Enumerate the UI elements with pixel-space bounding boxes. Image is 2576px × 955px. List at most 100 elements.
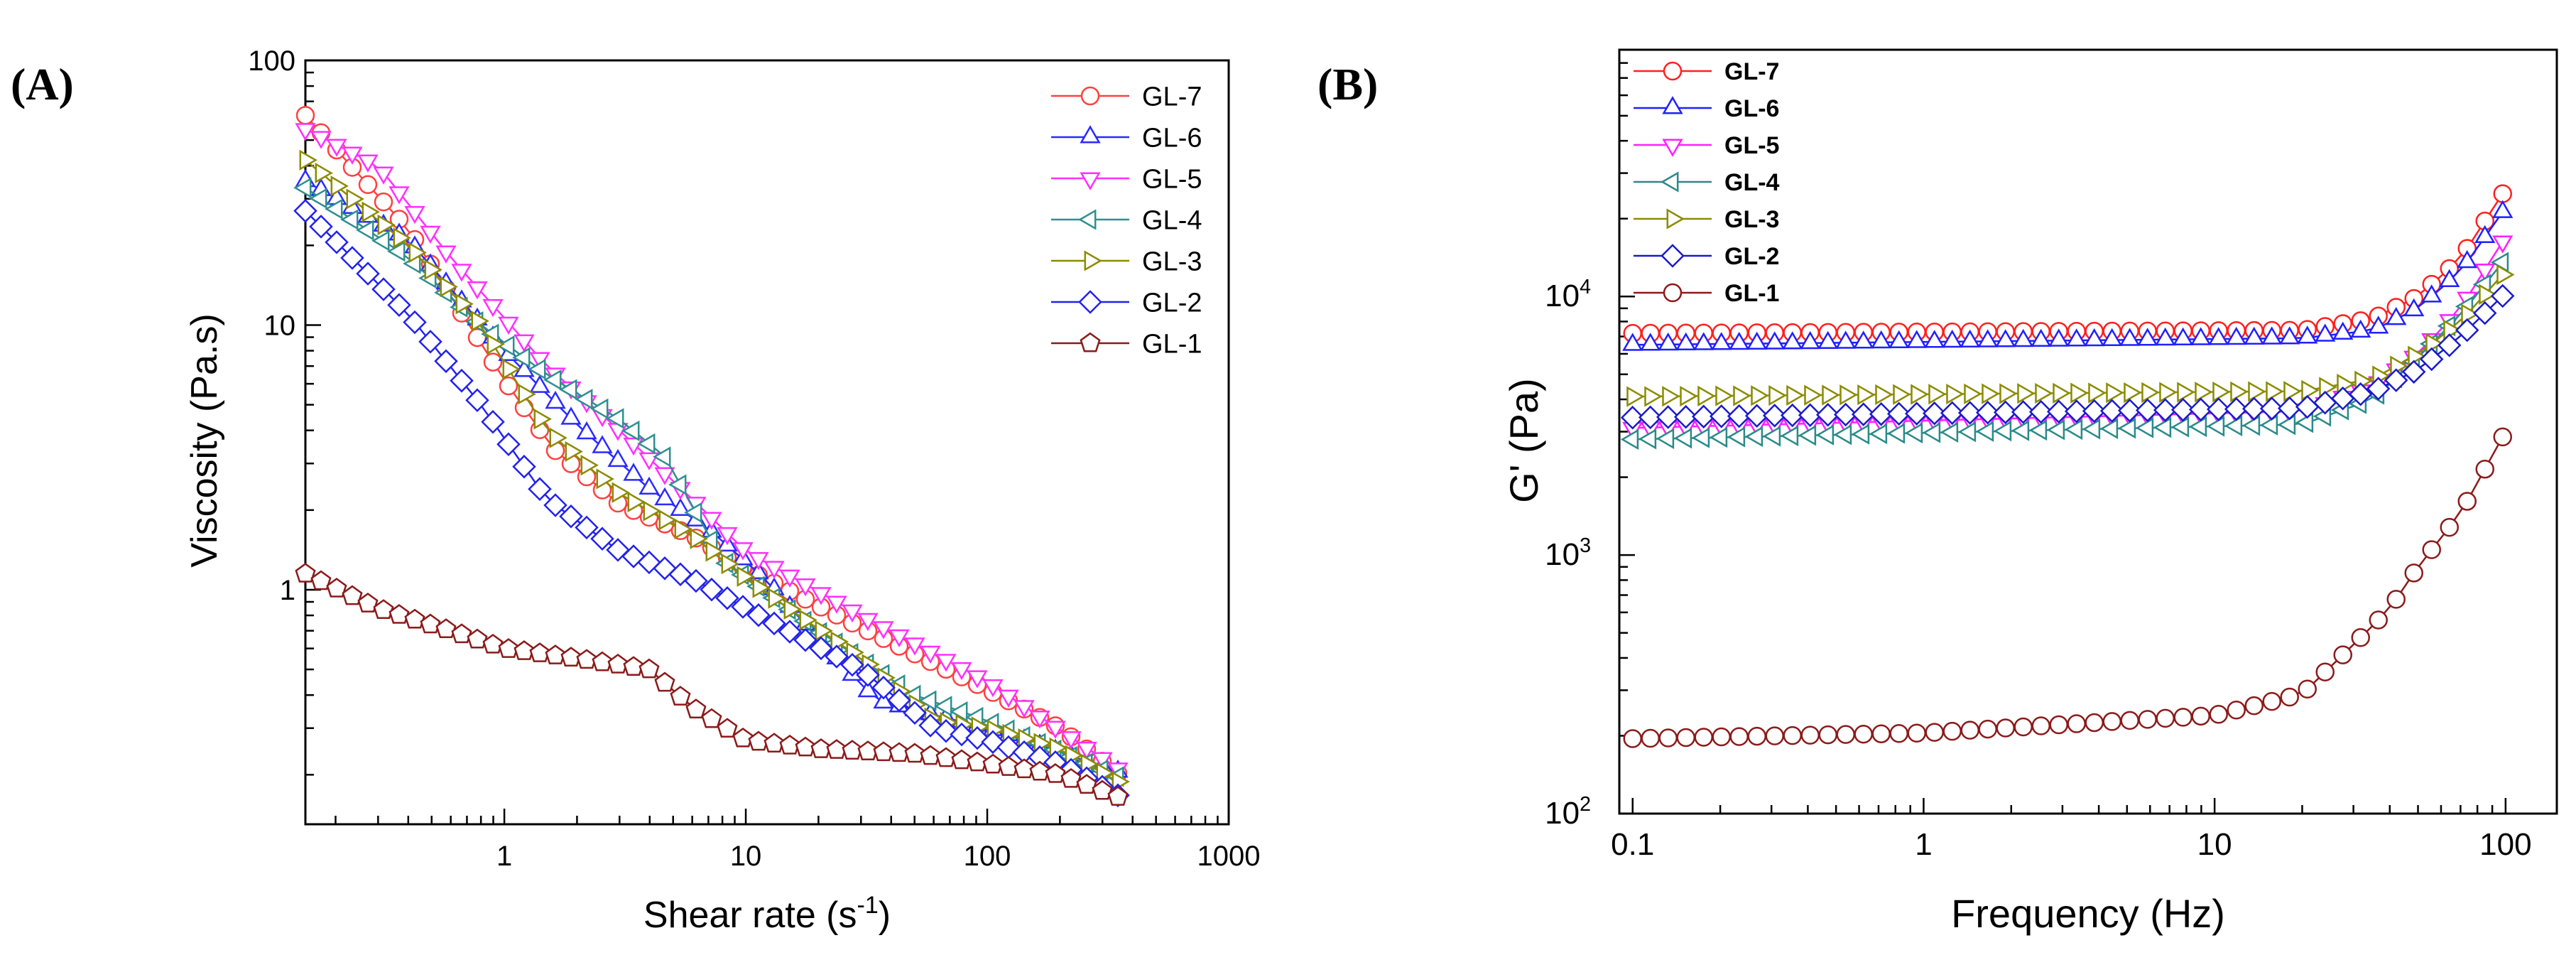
panel-b-data-point — [1620, 405, 1645, 430]
panel-a-data-point — [638, 658, 660, 679]
panel-a-data-point — [612, 482, 630, 503]
panel-b-data-point — [1673, 404, 1698, 429]
panel-b-data-point — [1747, 726, 1766, 746]
panel-a-x-axis-label: Shear rate (s-1) — [643, 892, 891, 936]
panel-a-data-point — [513, 334, 535, 352]
panel-b-x-axis-label: Frequency (Hz) — [1951, 891, 2225, 936]
panel-b-data-point — [2408, 345, 2426, 367]
panel-b-data-point — [1875, 384, 1893, 405]
panel-b-data-point — [2153, 398, 2178, 422]
panel-a-data-point — [451, 623, 472, 644]
panel-b-data-point — [1691, 427, 1710, 448]
panel-a-data-point — [705, 541, 724, 562]
panel-a-legend-label: GL-7 — [1142, 82, 1202, 112]
panel-b-data-point — [2384, 368, 2408, 392]
panel-b-data-point — [2241, 396, 2266, 421]
panel-a-data-point — [388, 186, 410, 205]
panel-a-data-point — [809, 636, 833, 661]
panel-b-data-point — [1925, 723, 1944, 742]
panel-a-data-point — [545, 390, 566, 409]
panel-a-data-point — [342, 146, 363, 165]
panel-a-data-point — [371, 277, 396, 301]
panel-b-data-point — [1815, 424, 1835, 446]
panel-a-data-point — [1076, 741, 1097, 760]
panel-b-data-point — [2048, 328, 2070, 347]
panel-b-data-point — [1783, 725, 1802, 745]
panel-b-data-point — [1744, 426, 1763, 448]
panel-a-data-point — [873, 621, 894, 640]
panel-b-data-point — [2493, 184, 2512, 203]
panel-a-data-point — [451, 264, 472, 282]
panel-a-data-point — [637, 433, 656, 454]
panel-b-data-point — [1906, 330, 1928, 348]
panel-b-data-point — [2439, 269, 2460, 287]
panel-a-data-point — [685, 698, 707, 718]
panel-a-data-point — [1076, 774, 1097, 794]
panel-a-legend-marker — [1078, 290, 1102, 314]
panel-b-data-point — [2443, 319, 2462, 340]
panel-b-series-gl-6 — [1622, 200, 2513, 351]
panel-b-data-point — [2138, 710, 2157, 729]
panel-a-data-point — [559, 379, 577, 400]
panel-a-data-point — [528, 359, 546, 380]
panel-a-data-point — [315, 162, 333, 184]
panel-a-series-line — [305, 210, 1119, 797]
panel-b-data-point — [2088, 382, 2107, 404]
panel-a-data-point — [549, 427, 567, 448]
panel-b-y-tick-label: 102 — [1545, 793, 1591, 831]
panel-b-data-point — [1977, 329, 1999, 347]
panel-b-data-point — [2017, 383, 2036, 404]
panel-a-data-point — [670, 686, 691, 706]
panel-b-data-point — [2031, 716, 2050, 735]
panel-b-legend-label: GL-2 — [1724, 243, 1779, 270]
panel-a-plot-frame — [304, 59, 1230, 826]
panel-a-data-point — [435, 618, 457, 639]
panel-b-data-point — [2159, 382, 2178, 403]
panel-b-data-point — [2141, 382, 2160, 403]
panel-b-data-point — [2386, 306, 2407, 325]
panel-b-data-point — [2208, 327, 2229, 345]
panel-a-data-point — [752, 577, 771, 598]
panel-a-data-point — [887, 688, 911, 713]
panel-a-data-point — [420, 225, 441, 244]
panel-a-data-point — [857, 679, 879, 698]
panel-a-data-point — [481, 409, 505, 434]
panel-b-data-point — [1733, 385, 1751, 406]
panel-a-data-point — [1060, 767, 1082, 788]
panel-a-data-point — [1013, 758, 1035, 779]
panel-a-data-point — [653, 446, 671, 468]
panel-b-data-point — [2333, 645, 2352, 664]
panel-b-data-point — [1924, 330, 1945, 348]
panel-b-data-point — [2226, 326, 2247, 345]
panel-b-data-point — [2244, 696, 2263, 716]
panel-a-data-point — [783, 598, 802, 620]
panel-a-x-tick-label: 1000 — [1197, 841, 1261, 872]
panel-b-legend-marker — [1666, 208, 1685, 230]
panel-b-data-point — [1818, 725, 1837, 745]
panel-a-data-point — [654, 671, 675, 692]
panel-b-data-point — [1904, 401, 1929, 426]
panel-a-data-point — [732, 542, 754, 561]
panel-a-legend-label: GL-5 — [1142, 165, 1202, 195]
panel-b-data-point — [1800, 725, 1820, 745]
panel-b-data-point — [1640, 333, 1661, 351]
panel-b-data-point — [1727, 404, 1751, 428]
panel-a-data-point — [590, 527, 614, 551]
panel-a-data-point — [967, 670, 988, 689]
panel-b-data-point — [1942, 721, 1962, 741]
panel-a-data-point — [543, 369, 562, 391]
panel-a-data-point — [903, 701, 927, 725]
panel-b-data-point — [1993, 421, 2012, 442]
panel-a-y-tick-label: 100 — [248, 45, 295, 77]
panel-a-legend-label: GL-3 — [1142, 247, 1202, 277]
panel-b-data-point — [2053, 382, 2071, 404]
panel-b-series-gl-1 — [1623, 427, 2512, 748]
panel-b-data-point — [2137, 328, 2158, 346]
panel-b-data-point — [1853, 330, 1874, 349]
panel-a-data-point — [529, 642, 550, 662]
panel-a-legend-item: GL-5 — [1051, 165, 1202, 195]
panel-b-data-point — [1833, 424, 1852, 446]
panel-a-data-point — [690, 528, 708, 549]
panel-b-data-point — [2046, 399, 2071, 423]
panel-b-data-point — [2102, 712, 2121, 731]
